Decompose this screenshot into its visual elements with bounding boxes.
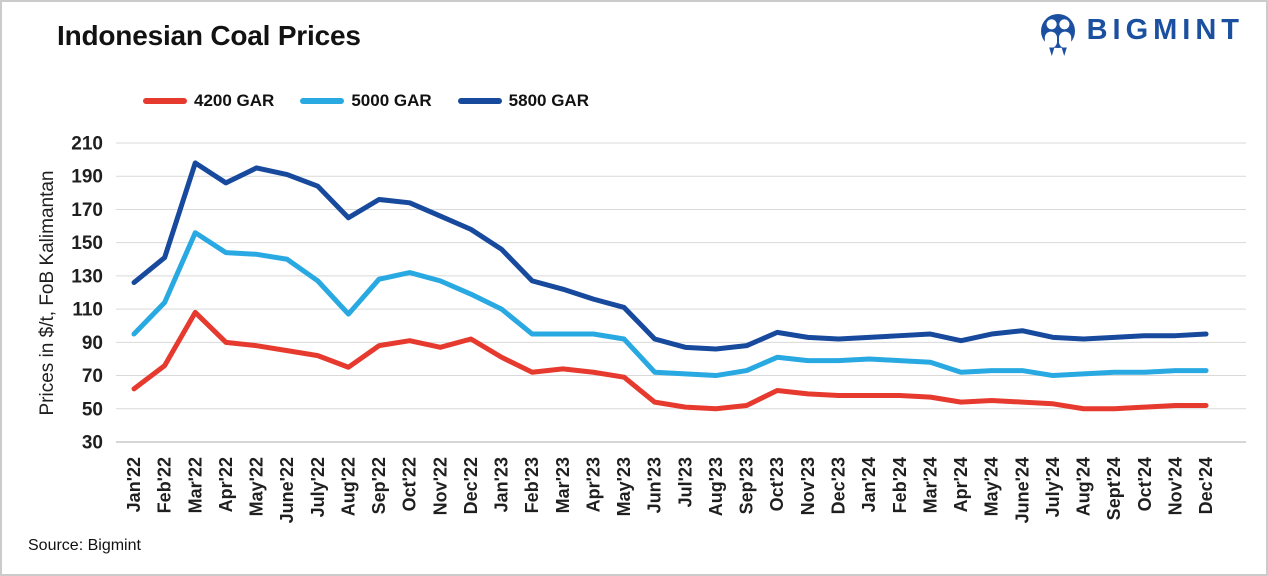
x-tick-label: Dec'22 (461, 457, 481, 514)
x-tick-label: Jan'23 (492, 457, 512, 512)
x-tick-label: May'24 (982, 457, 1002, 516)
y-tick-label: 110 (72, 300, 103, 321)
y-tick-label: 190 (71, 167, 103, 188)
x-tick-label: Oct'23 (767, 457, 787, 511)
y-tick-label: 150 (71, 233, 103, 254)
x-tick-label: Jan'24 (859, 457, 879, 512)
x-tick-label: Mar'23 (553, 457, 573, 513)
brand-logo: BIGMINT (1038, 12, 1244, 60)
x-tick-label: July'22 (308, 457, 328, 517)
x-tick-label: Sep'22 (369, 457, 389, 514)
legend-item-5000-gar: 5000 GAR (300, 91, 432, 111)
legend-swatch-5800-gar (457, 98, 502, 104)
x-tick-label: Dec'23 (828, 457, 848, 514)
legend-swatch-4200-gar (143, 98, 187, 104)
legend-label-4200-gar: 4200 GAR (194, 91, 275, 110)
x-tick-label: Jun'23 (645, 457, 665, 513)
series-line-5800-gar (131, 160, 1209, 352)
x-tick-label: Apr'23 (583, 457, 603, 512)
x-tick-label: Dec'24 (1196, 457, 1216, 514)
x-tick-label: May'22 (247, 457, 267, 516)
legend-label-5800-gar: 5800 GAR (508, 91, 589, 110)
x-tick-label: Nov'23 (798, 457, 818, 515)
series-line-4200-gar (131, 309, 1209, 412)
source-note: Source: Bigmint (28, 537, 141, 554)
x-tick-label: Oct'22 (400, 457, 420, 511)
x-tick-label: Nov'24 (1165, 457, 1185, 515)
series-line-5000-gar (131, 230, 1209, 379)
legend-item-4200-gar: 4200 GAR (143, 91, 274, 111)
brand-name: BIGMINT (1086, 14, 1244, 46)
x-tick-label: May'23 (614, 457, 634, 516)
x-tick-label: Aug'23 (706, 457, 726, 516)
x-tick-label: Aug'22 (338, 457, 358, 516)
legend-label-5000-gar: 5000 GAR (351, 91, 432, 110)
x-tick-label: Sep'23 (737, 457, 757, 514)
y-tick-label: 90 (82, 333, 103, 354)
legend-swatch-5000-gar (300, 98, 345, 104)
x-tick-label: June'22 (277, 457, 297, 523)
y-tick-label: 70 (82, 366, 103, 387)
x-tick-label: Mar'24 (920, 457, 940, 513)
x-tick-label: June'24 (1012, 457, 1032, 523)
x-tick-label: Feb'24 (890, 457, 910, 513)
x-tick-label: Feb'22 (155, 457, 175, 513)
x-tick-label: Sept'24 (1104, 457, 1124, 520)
y-axis-title: Prices in $/t, FoB Kalimantan (37, 170, 58, 416)
x-tick-label: Feb'23 (522, 457, 542, 513)
x-tick-label: Apr'22 (216, 457, 236, 512)
x-tick-label: July'24 (1043, 457, 1063, 517)
y-tick-label: 210 (71, 134, 103, 155)
y-tick-label: 130 (71, 266, 103, 287)
y-tick-label: 50 (82, 399, 103, 420)
chart-title: Indonesian Coal Prices (57, 20, 361, 51)
x-tick-label: Oct'24 (1135, 457, 1155, 511)
bigmint-people-circle-icon (1040, 14, 1075, 56)
chart-legend: 4200 GAR 5000 GAR 5800 GAR (143, 91, 589, 111)
x-tick-label: Nov'22 (430, 457, 450, 515)
x-tick-label: Jan'22 (124, 457, 144, 512)
x-tick-label: Mar'22 (185, 457, 205, 513)
x-tick-label: Jul'23 (675, 457, 695, 507)
x-tick-label: Apr'24 (951, 457, 971, 512)
x-tick-label: Aug'24 (1074, 457, 1094, 516)
y-tick-label: 30 (82, 433, 103, 454)
y-tick-label: 170 (71, 200, 103, 221)
legend-item-5800-gar: 5800 GAR (457, 91, 589, 111)
